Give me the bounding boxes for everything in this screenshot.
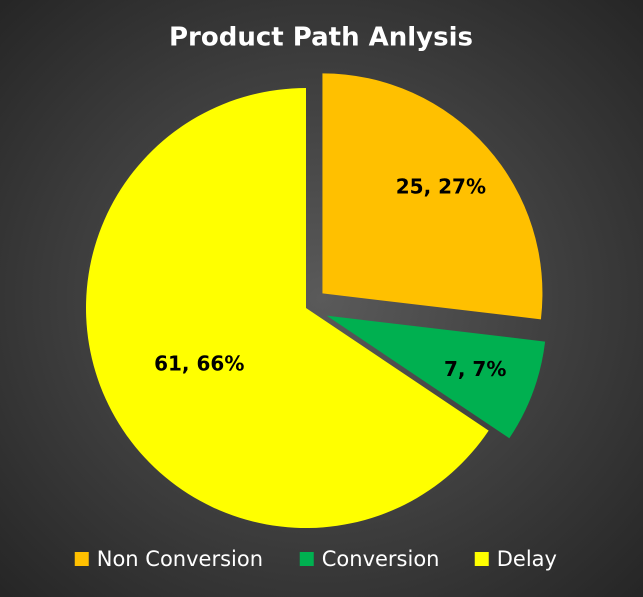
legend-label: Conversion [322,547,440,571]
data-label: 61, 66% [154,351,244,375]
data-label: 25, 27% [396,175,486,199]
legend-label: Delay [497,547,557,571]
legend-swatch [299,552,314,566]
legend-label: Non Conversion [97,547,263,571]
pie-slice [85,88,489,528]
pie-slice [322,73,543,320]
legend-swatch [74,552,89,566]
legend-swatch [474,552,489,566]
chart-title: Product Path Anlysis [169,23,473,53]
data-label: 7, 7% [444,357,506,381]
pie-slice [326,315,546,439]
